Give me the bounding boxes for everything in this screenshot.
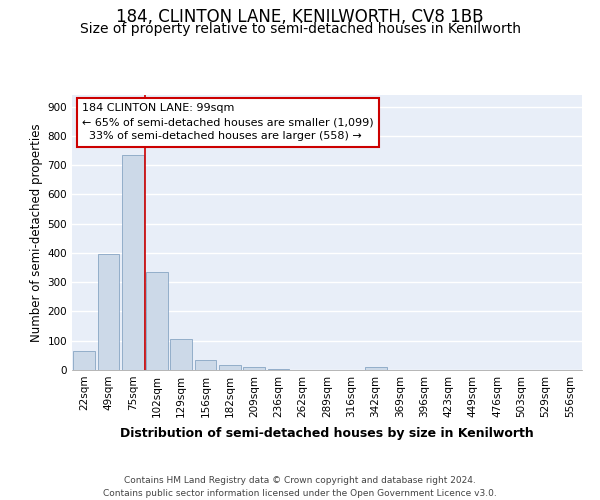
Bar: [194, 360, 217, 370]
Bar: [365, 367, 386, 370]
Bar: [243, 367, 265, 370]
Bar: [73, 351, 95, 370]
Bar: [219, 364, 241, 370]
Bar: [170, 340, 192, 370]
Text: Contains HM Land Registry data © Crown copyright and database right 2024.
Contai: Contains HM Land Registry data © Crown c…: [103, 476, 497, 498]
Text: 184 CLINTON LANE: 99sqm
← 65% of semi-detached houses are smaller (1,099)
  33% : 184 CLINTON LANE: 99sqm ← 65% of semi-de…: [82, 104, 374, 141]
Bar: [146, 272, 168, 370]
Text: Size of property relative to semi-detached houses in Kenilworth: Size of property relative to semi-detach…: [79, 22, 521, 36]
Text: Distribution of semi-detached houses by size in Kenilworth: Distribution of semi-detached houses by …: [120, 428, 534, 440]
Bar: [268, 368, 289, 370]
Bar: [97, 254, 119, 370]
Y-axis label: Number of semi-detached properties: Number of semi-detached properties: [31, 123, 43, 342]
Bar: [122, 155, 143, 370]
Text: 184, CLINTON LANE, KENILWORTH, CV8 1BB: 184, CLINTON LANE, KENILWORTH, CV8 1BB: [116, 8, 484, 26]
